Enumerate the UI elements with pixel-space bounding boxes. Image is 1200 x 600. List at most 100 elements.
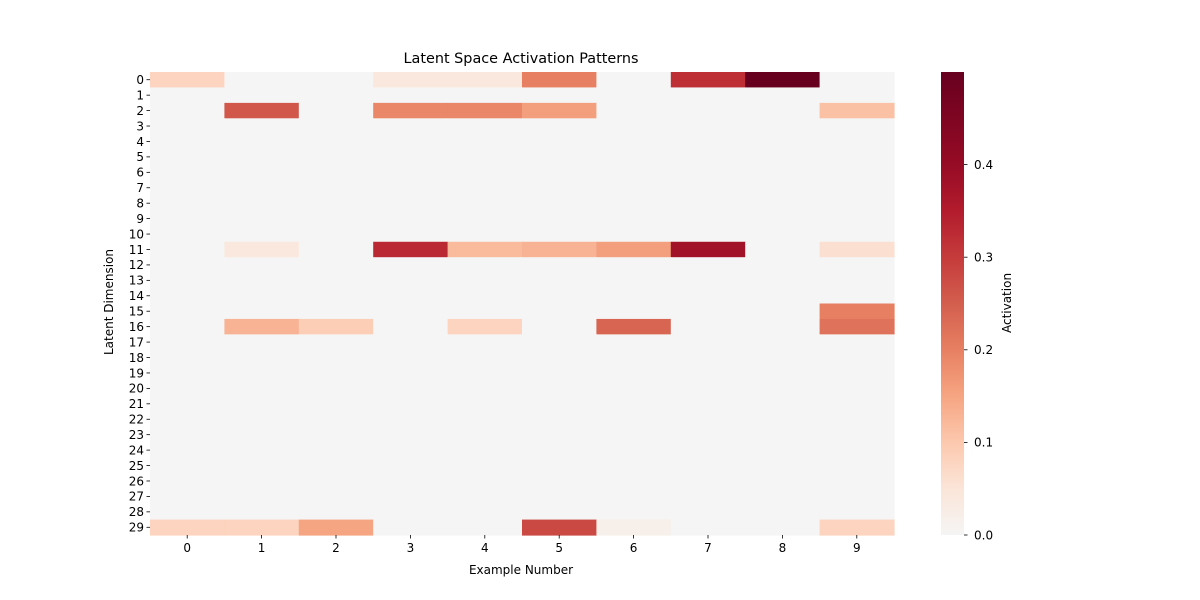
y-tick-label: 4 <box>136 135 144 149</box>
heatmap-cell-r14-c5 <box>522 288 597 305</box>
heatmap-cell-r18-c5 <box>522 349 597 366</box>
y-tick-label: 24 <box>129 443 144 457</box>
heatmap-cell-r26-c9 <box>819 473 895 490</box>
heatmap-cell-r15-c8 <box>745 303 821 320</box>
heatmap-cell-r24-c3 <box>373 442 449 459</box>
heatmap-cell-r0-c7 <box>670 72 746 89</box>
x-tick-label: 9 <box>853 541 861 555</box>
heatmap-cell-r18-c9 <box>819 349 895 366</box>
heatmap-cell-r5-c3 <box>373 149 449 166</box>
heatmap-cell-r24-c4 <box>447 442 523 459</box>
heatmap-cell-r21-c8 <box>745 396 821 413</box>
heatmap-cell-r25-c0 <box>150 457 225 474</box>
x-tick-label: 2 <box>332 541 340 555</box>
heatmap-cell-r17-c7 <box>670 334 746 351</box>
heatmap-cell-r9-c0 <box>150 210 225 227</box>
heatmap-cell-r15-c9 <box>819 303 895 320</box>
heatmap-cell-r21-c9 <box>819 396 895 413</box>
colorbar-tick-label: 0.2 <box>974 343 993 357</box>
heatmap-cell-r7-c4 <box>447 180 523 197</box>
heatmap-cell-r20-c7 <box>670 380 746 397</box>
heatmap-cell-r1-c7 <box>670 87 746 104</box>
heatmap-cell-r10-c6 <box>596 226 672 243</box>
heatmap-cell-r10-c9 <box>819 226 895 243</box>
heatmap-cell-r6-c6 <box>596 164 672 181</box>
heatmap-cell-r13-c3 <box>373 272 449 289</box>
heatmap-cell-r16-c9 <box>819 318 895 335</box>
heatmap-cell-r6-c2 <box>298 164 374 181</box>
heatmap-cell-r17-c3 <box>373 334 449 351</box>
heatmap-cell-r26-c3 <box>373 473 449 490</box>
heatmap-cell-r2-c3 <box>373 102 449 119</box>
heatmap-cell-r25-c4 <box>447 457 523 474</box>
x-tick-label: 8 <box>779 541 787 555</box>
heatmap-cell-r23-c2 <box>298 426 374 443</box>
heatmap-cell-r19-c6 <box>596 365 672 382</box>
y-tick-label: 3 <box>136 119 144 133</box>
heatmap-cell-r13-c6 <box>596 272 672 289</box>
heatmap-cell-r8-c7 <box>670 195 746 212</box>
heatmap-cell-r5-c8 <box>745 149 821 166</box>
y-tick-label: 8 <box>136 196 144 210</box>
heatmap-cell-r12-c6 <box>596 257 672 274</box>
heatmap-cell-r29-c8 <box>745 519 821 536</box>
heatmap-cell-r21-c0 <box>150 396 225 413</box>
heatmap-cell-r24-c8 <box>745 442 821 459</box>
heatmap-cell-r27-c1 <box>224 488 300 505</box>
heatmap-cell-r4-c5 <box>522 133 597 150</box>
x-tick-label: 6 <box>630 541 638 555</box>
heatmap-cell-r23-c1 <box>224 426 300 443</box>
heatmap-cell-r11-c2 <box>298 241 374 258</box>
heatmap-cell-r20-c3 <box>373 380 449 397</box>
heatmap-cell-r16-c6 <box>596 318 672 335</box>
heatmap-cell-r12-c0 <box>150 257 225 274</box>
heatmap-cell-r25-c2 <box>298 457 374 474</box>
heatmap-cell-r21-c6 <box>596 396 672 413</box>
heatmap-cell-r14-c8 <box>745 288 821 305</box>
heatmap-cell-r1-c4 <box>447 87 523 104</box>
heatmap-cell-r21-c1 <box>224 396 300 413</box>
heatmap-cell-r16-c7 <box>670 318 746 335</box>
y-tick-label: 23 <box>129 428 144 442</box>
heatmap-cell-r19-c8 <box>745 365 821 382</box>
heatmap-cell-r18-c1 <box>224 349 300 366</box>
heatmap-cell-r26-c4 <box>447 473 523 490</box>
heatmap-cell-r29-c3 <box>373 519 449 536</box>
heatmap-cell-r22-c8 <box>745 411 821 428</box>
heatmap-cell-r21-c7 <box>670 396 746 413</box>
heatmap-cell-r23-c6 <box>596 426 672 443</box>
heatmap-cell-r10-c2 <box>298 226 374 243</box>
heatmap-cell-r9-c8 <box>745 210 821 227</box>
y-tick-label: 17 <box>129 335 144 349</box>
colorbar-tick-label: 0.1 <box>974 436 993 450</box>
colorbar-tick-label: 0.4 <box>974 158 993 172</box>
heatmap-cell-r3-c4 <box>447 118 523 135</box>
heatmap-cell-r7-c9 <box>819 180 895 197</box>
heatmap-cell-r19-c7 <box>670 365 746 382</box>
heatmap-cell-r19-c0 <box>150 365 225 382</box>
heatmap-cell-r15-c7 <box>670 303 746 320</box>
y-tick-label: 13 <box>129 274 144 288</box>
heatmap-cell-r27-c5 <box>522 488 597 505</box>
heatmap-cell-r7-c3 <box>373 180 449 197</box>
heatmap-cell-r3-c0 <box>150 118 225 135</box>
heatmap-cell-r21-c4 <box>447 396 523 413</box>
heatmap-cell-r3-c8 <box>745 118 821 135</box>
heatmap-cell-r4-c1 <box>224 133 300 150</box>
heatmap-cell-r3-c7 <box>670 118 746 135</box>
y-tick-label: 10 <box>129 227 144 241</box>
heatmap-cell-r14-c4 <box>447 288 523 305</box>
heatmap-cell-r25-c7 <box>670 457 746 474</box>
x-tick-label: 5 <box>555 541 563 555</box>
heatmap-cell-r25-c9 <box>819 457 895 474</box>
heatmap-cell-r20-c6 <box>596 380 672 397</box>
heatmap-cell-r2-c8 <box>745 102 821 119</box>
heatmap-cell-r29-c5 <box>522 519 597 536</box>
heatmap-cell-r21-c5 <box>522 396 597 413</box>
heatmap-cell-r12-c2 <box>298 257 374 274</box>
heatmap-cell-r17-c2 <box>298 334 374 351</box>
heatmap-cell-r26-c7 <box>670 473 746 490</box>
colorbar-tick-label: 0.0 <box>974 528 993 542</box>
heatmap-cell-r29-c4 <box>447 519 523 536</box>
heatmap-cell-r20-c4 <box>447 380 523 397</box>
